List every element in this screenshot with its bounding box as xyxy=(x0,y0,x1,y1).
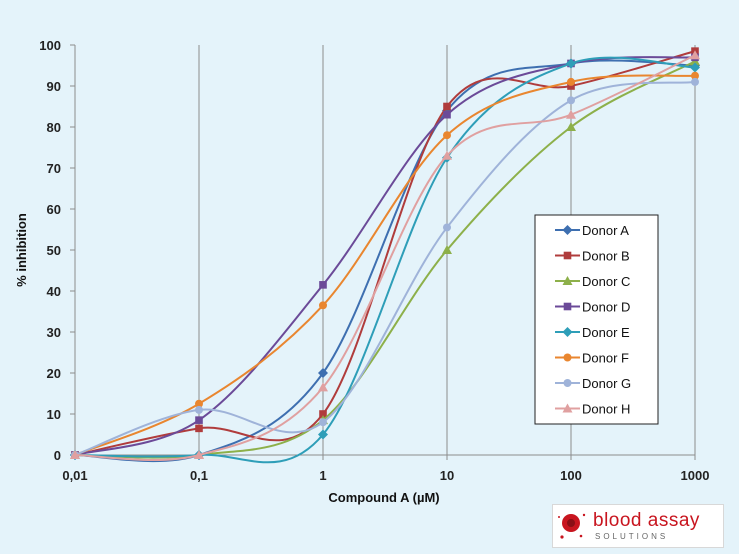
y-tick-label: 60 xyxy=(47,202,61,217)
y-tick-label: 10 xyxy=(47,407,61,422)
logo-text: blood assay xyxy=(593,510,700,531)
legend-box xyxy=(534,214,659,425)
tick-labels: 0 10 20 30 40 50 60 70 80 90 100 0,01 0,1 1 10 100 1000 xyxy=(39,38,709,483)
series-group xyxy=(70,47,700,464)
y-tick-label: 0 xyxy=(54,448,61,463)
legend-marker-donor-f xyxy=(563,353,572,362)
legend-marker-donor-c xyxy=(562,276,573,285)
data-point-donor-d xyxy=(195,416,203,424)
data-point-donor-h xyxy=(194,450,204,459)
data-point-donor-e xyxy=(318,429,328,440)
data-point-donor-g xyxy=(443,223,451,232)
data-point-donor-e xyxy=(566,58,576,69)
data-point-donor-f xyxy=(691,71,699,80)
y-tick-label: 30 xyxy=(47,325,61,340)
data-point-donor-b xyxy=(567,82,575,90)
legend-marker-donor-g xyxy=(563,379,572,387)
legend-label-donor-g: Donor G xyxy=(582,376,631,391)
blood-assay-logo: blood assay SOLUTIONS xyxy=(552,504,724,548)
legend: Donor A Donor B Donor C Donor D Donor E Donor… xyxy=(534,214,659,425)
data-point-donor-h xyxy=(318,382,328,392)
data-point-donor-g xyxy=(567,96,575,105)
data-point-donor-h xyxy=(566,109,576,119)
data-point-donor-e xyxy=(690,62,700,73)
legend-marker-donor-e xyxy=(562,327,573,337)
logo-tagline: SOLUTIONS xyxy=(595,532,669,541)
data-point-donor-f xyxy=(567,77,575,86)
data-point-donor-h xyxy=(690,50,700,60)
legend-label-donor-d: Donor D xyxy=(582,300,630,315)
x-tick-label: 10 xyxy=(440,468,454,483)
data-point-donor-c xyxy=(566,122,576,131)
data-point-donor-h xyxy=(70,450,80,459)
x-tick-label: 1 xyxy=(319,468,326,483)
y-tick-label: 80 xyxy=(47,120,61,135)
legend-label-donor-b: Donor B xyxy=(582,249,630,264)
blood-drop-icon xyxy=(558,513,586,539)
legend-label-donor-f: Donor F xyxy=(582,351,629,366)
series-line-donor-f xyxy=(74,74,696,456)
legend-label-donor-a: Donor A xyxy=(582,223,629,238)
data-point-donor-h xyxy=(442,150,452,160)
data-point-donor-f xyxy=(443,131,451,140)
legend-marker-donor-d xyxy=(563,302,572,311)
x-tick-label: 1000 xyxy=(681,468,710,483)
y-tick-label: 70 xyxy=(47,161,61,176)
legend-label-donor-c: Donor C xyxy=(582,274,630,289)
data-point-donor-f xyxy=(319,301,327,310)
data-point-donor-a xyxy=(318,368,328,378)
data-point-donor-d xyxy=(443,110,451,119)
axes xyxy=(70,44,696,460)
x-tick-label: 100 xyxy=(560,468,582,483)
y-tick-label: 20 xyxy=(47,366,61,381)
data-point-donor-f xyxy=(195,399,203,408)
data-point-donor-g xyxy=(319,418,327,427)
data-point-donor-d xyxy=(319,281,327,289)
y-axis-title: % inhibition xyxy=(14,213,29,287)
y-tick-label: 90 xyxy=(47,79,61,94)
legend-label-donor-e: Donor E xyxy=(582,325,630,340)
legend-marker-donor-h xyxy=(562,403,573,413)
data-point-donor-g xyxy=(195,405,203,414)
legend-marker-donor-a xyxy=(562,225,573,235)
data-point-donor-g xyxy=(691,77,699,86)
data-point-donor-b xyxy=(443,102,451,111)
x-tick-label: 0,01 xyxy=(62,468,87,483)
data-point-donor-b xyxy=(195,424,203,433)
x-axis-title: Compound A (µM) xyxy=(328,490,439,505)
data-point-donor-c xyxy=(442,245,452,254)
y-tick-label: 50 xyxy=(47,243,61,258)
y-tick-label: 100 xyxy=(39,38,61,53)
x-tick-label: 0,1 xyxy=(190,468,208,483)
legend-label-donor-h: Donor H xyxy=(582,402,630,417)
y-tick-label: 40 xyxy=(47,284,61,299)
legend-marker-donor-b xyxy=(563,251,572,260)
data-point-donor-b xyxy=(319,410,327,418)
